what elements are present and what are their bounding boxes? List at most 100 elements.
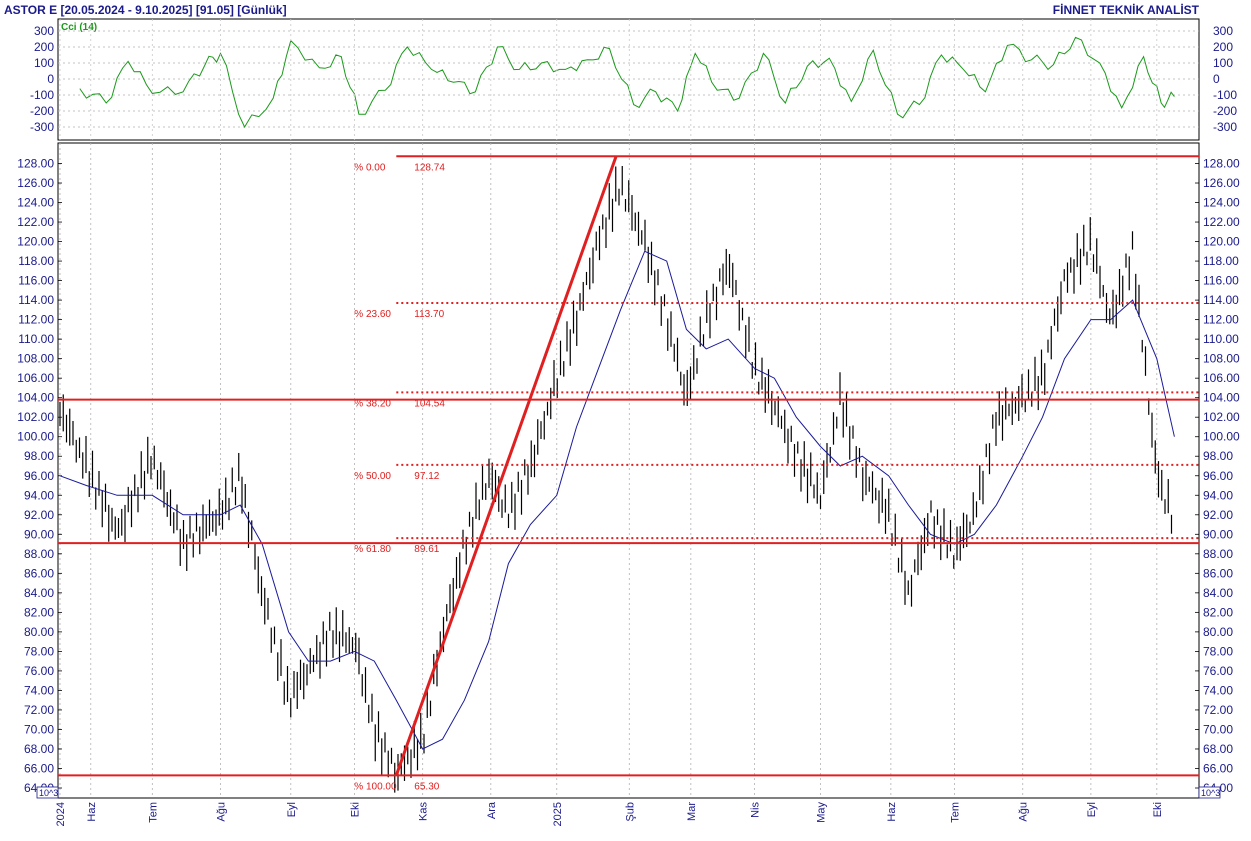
cci-tick-right: 100 (1213, 56, 1233, 70)
price-tick-right: 128.00 (1203, 157, 1240, 171)
cci-tick-left: 0 (47, 72, 54, 86)
fibonacci-levels: % 0.00 128.74 % 23.60 113.70 % 38.20 104.54 % … (58, 155, 1199, 792)
vendor-label: FİNNET TEKNİK ANALİST (1053, 2, 1200, 17)
price-tick-left: 94.00 (24, 488, 54, 502)
fib-level-pct: % 0.00 (354, 162, 386, 173)
unit-label-right: 10^3 (1201, 788, 1220, 798)
time-label: Ağu (1018, 802, 1030, 822)
time-label: Eki (1152, 802, 1164, 817)
price-tick-left: 78.00 (24, 644, 54, 658)
price-tick-left: 72.00 (24, 703, 54, 717)
fib-level-value: 113.70 (414, 309, 444, 320)
price-tick-left: 114.00 (18, 293, 54, 307)
cci-tick-left: 300 (34, 24, 54, 38)
fib-level-value: 65.30 (414, 781, 439, 792)
price-tick-right: 82.00 (1203, 605, 1233, 619)
price-tick-left: 66.00 (24, 761, 54, 775)
price-tick-left: 68.00 (24, 742, 54, 756)
price-tick-left: 98.00 (24, 449, 54, 463)
price-tick-left: 96.00 (24, 469, 54, 483)
price-tick-left: 82.00 (24, 605, 54, 619)
price-tick-left: 106.00 (17, 371, 54, 385)
price-tick-right: 102.00 (1203, 410, 1240, 424)
price-tick-left: 92.00 (24, 508, 54, 522)
cci-tick-left: -200 (30, 104, 54, 118)
price-tick-left: 110.00 (18, 332, 54, 346)
price-tick-left: 100.00 (17, 430, 54, 444)
price-tick-left: 86.00 (24, 566, 54, 580)
fib-level-pct: % 61.80 (354, 544, 391, 555)
price-tick-right: 98.00 (1203, 449, 1233, 463)
price-tick-right: 118.00 (1203, 254, 1239, 268)
price-axis: 128.00 128.00 126.00 126.00 124.00 124.00 122.… (17, 157, 1240, 796)
price-tick-left: 80.00 (24, 625, 54, 639)
price-tick-right: 100.00 (1203, 430, 1240, 444)
cci-gridlines (58, 30, 1199, 128)
time-label: Haz (86, 802, 98, 822)
price-tick-right: 92.00 (1203, 508, 1233, 522)
price-tick-right: 70.00 (1203, 722, 1233, 736)
price-tick-right: 112.00 (1203, 313, 1239, 327)
price-tick-right: 120.00 (1203, 235, 1240, 249)
fib-level-value: 104.54 (414, 398, 445, 409)
cci-label: Cci (14) (61, 22, 97, 33)
cci-series-line (79, 36, 1175, 129)
cci-axis: 300 300 200 200 100 100 0 0 -100 -100 -200 -200 -300… (30, 24, 1237, 134)
time-label: May (816, 802, 828, 823)
price-tick-right: 88.00 (1203, 547, 1233, 561)
price-tick-right: 96.00 (1203, 469, 1233, 483)
cci-panel-frame (57, 18, 1200, 141)
price-tick-left: 124.00 (17, 196, 54, 210)
price-tick-left: 118.00 (18, 254, 54, 268)
unit-box-right (1198, 786, 1221, 799)
time-label: Mar (686, 802, 698, 821)
fib-level-pct: % 23.60 (354, 309, 391, 320)
cci-tick-right: -300 (1213, 120, 1237, 134)
price-tick-right: 80.00 (1203, 625, 1233, 639)
time-label: Nis (750, 802, 762, 818)
cci-tick-right: 300 (1213, 24, 1233, 38)
time-label: Eyl (286, 802, 298, 817)
unit-box-left (36, 786, 59, 799)
price-panel-frame (57, 142, 1200, 799)
price-tick-left: 84.00 (24, 586, 54, 600)
price-tick-right: 86.00 (1203, 566, 1233, 580)
price-tick-right: 94.00 (1203, 488, 1233, 502)
price-tick-left: 102.00 (17, 410, 54, 424)
fib-level-pct: % 100.00 (354, 781, 397, 792)
price-tick-right: 78.00 (1203, 644, 1233, 658)
price-tick-right: 114.00 (1203, 293, 1239, 307)
price-tick-left: 76.00 (24, 664, 54, 678)
price-tick-left: 104.00 (17, 391, 54, 405)
price-tick-left: 128.00 (17, 157, 54, 171)
price-bars (59, 166, 1173, 793)
chart-title: ASTOR E [20.05.2024 - 9.10.2025] [91.05]… (4, 3, 287, 17)
fib-level-value: 89.61 (414, 544, 439, 555)
time-label: Eyl (1086, 802, 1098, 817)
unit-label-left: 10^3 (39, 788, 58, 798)
time-label: 2025 (552, 802, 564, 826)
price-tick-right: 116.00 (1203, 274, 1239, 288)
time-axis: 2024 Haz Tem Ağu Eyl Eki Kas Ara 2025 Şub Mar Nis Ma… (55, 801, 1164, 826)
price-tick-right: 108.00 (1203, 352, 1240, 366)
time-label: Haz (886, 802, 898, 822)
price-tick-left: 70.00 (24, 722, 54, 736)
fib-level-pct: % 38.20 (354, 398, 391, 409)
fibonacci-trend-line (394, 155, 618, 776)
price-tick-left: 112.00 (18, 313, 54, 327)
price-tick-left: 90.00 (24, 527, 54, 541)
price-tick-right: 74.00 (1203, 683, 1233, 697)
time-gridlines (59, 19, 1158, 798)
fib-level-pct: % 50.00 (354, 471, 391, 482)
cci-tick-right: -100 (1213, 88, 1237, 102)
cci-tick-left: 100 (34, 56, 54, 70)
price-tick-right: 124.00 (1203, 196, 1240, 210)
cci-tick-right: 200 (1213, 40, 1233, 54)
time-label: Ağu (215, 802, 227, 822)
price-tick-right: 104.00 (1203, 391, 1240, 405)
price-tick-right: 68.00 (1203, 742, 1233, 756)
price-tick-left: 122.00 (17, 215, 54, 229)
fib-level-value: 128.74 (414, 162, 445, 173)
price-tick-right: 106.00 (1203, 371, 1240, 385)
